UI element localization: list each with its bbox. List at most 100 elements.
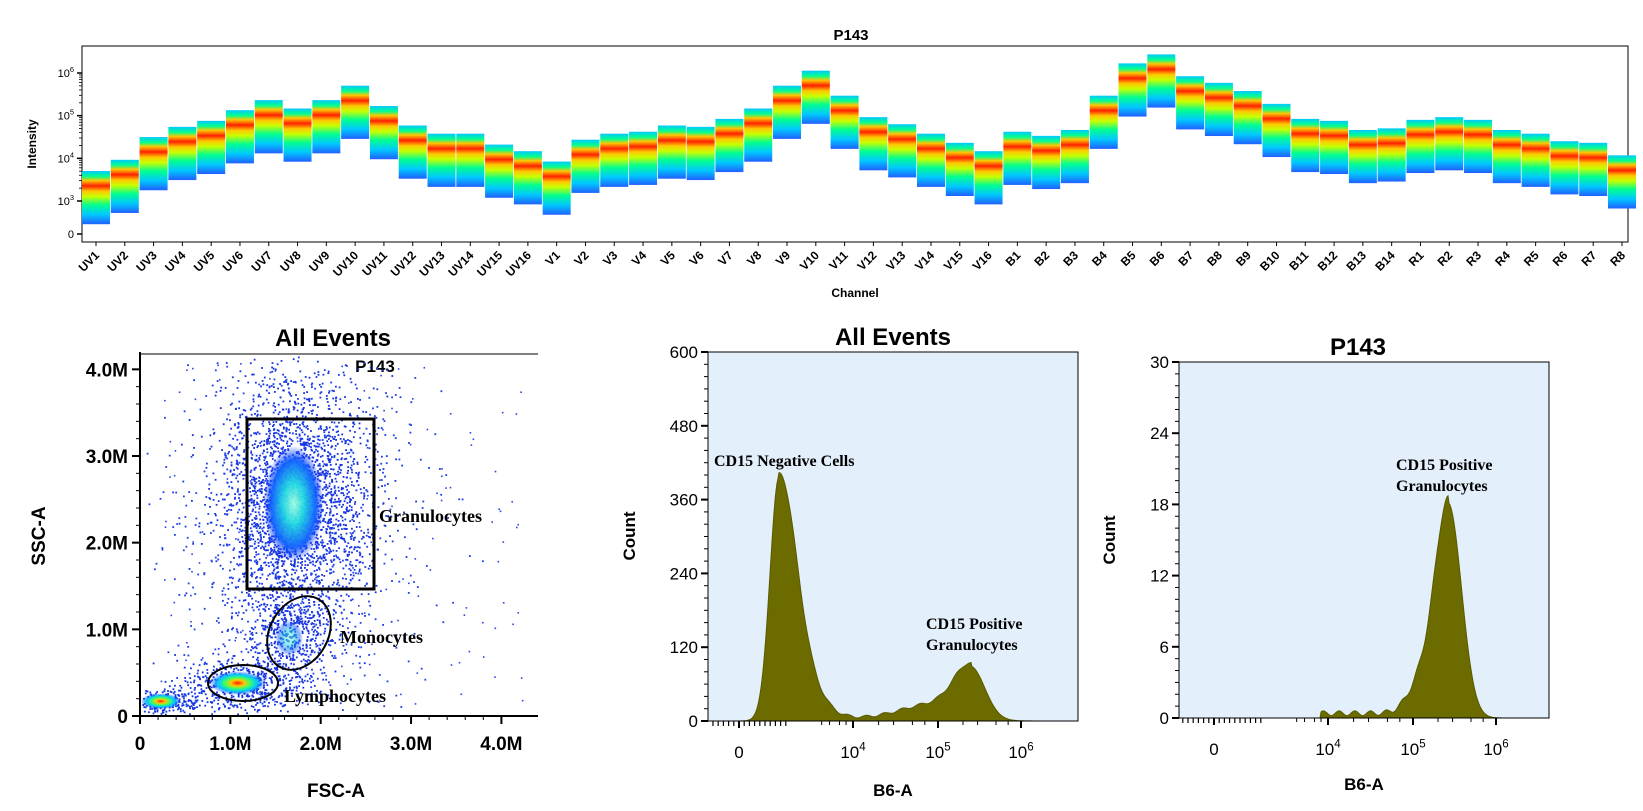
scatter-point — [328, 452, 331, 455]
scatter-point — [302, 686, 305, 689]
scatter-point — [349, 498, 351, 500]
scatter-point — [296, 617, 299, 620]
scatter-point — [259, 540, 262, 542]
scatter-point — [172, 526, 175, 528]
scatter-point — [307, 428, 309, 430]
scatter-point — [357, 484, 360, 486]
scatter-point — [219, 564, 222, 567]
scatter-point — [305, 626, 308, 629]
scatter-point — [270, 452, 272, 455]
scatter-point — [300, 379, 303, 382]
scatter-point — [215, 560, 218, 563]
scatter-point — [253, 502, 255, 504]
scatter-point — [218, 707, 221, 709]
scatter-point — [177, 708, 179, 711]
scatter-point — [226, 630, 229, 632]
scatter-point — [285, 435, 287, 438]
scatter-point — [363, 542, 366, 545]
scatter-point — [240, 521, 242, 524]
scatter-point — [325, 674, 327, 677]
scatter-point — [290, 582, 293, 585]
scatter-point — [303, 611, 305, 614]
scatter-point — [286, 610, 288, 612]
scatter-point — [257, 404, 260, 407]
scatter-point — [410, 401, 413, 404]
scatter-point — [292, 569, 295, 571]
scatter-point — [263, 561, 265, 564]
scatter-point — [353, 484, 355, 487]
scatter-point — [194, 398, 197, 401]
scatter-point — [227, 583, 230, 586]
scatter-point — [271, 455, 274, 457]
scatter-point — [248, 593, 250, 596]
scatter-point — [224, 593, 227, 596]
scatter-point — [318, 582, 321, 585]
scatter-point — [260, 444, 262, 447]
scatter-point — [264, 605, 267, 608]
scatter-point — [502, 541, 505, 543]
scatter-point — [290, 421, 293, 424]
scatter-point — [330, 561, 333, 563]
scatter-point — [502, 602, 505, 604]
spectrum-bar-UV7 — [254, 100, 283, 154]
scatter-point — [250, 705, 253, 708]
scatter-point — [288, 606, 290, 608]
scatter-point — [352, 571, 355, 574]
scatter-point — [272, 599, 275, 602]
scatter-point — [164, 416, 166, 419]
scatter-point — [191, 434, 194, 436]
scatter-point — [184, 594, 186, 597]
scatter-point — [253, 543, 256, 545]
scatter-point — [266, 461, 268, 463]
scatter-point — [343, 374, 346, 377]
spectrum-bar-B6 — [1147, 54, 1176, 108]
scatter-point — [322, 546, 325, 549]
scatter-point — [332, 563, 335, 566]
scatter-point — [233, 557, 235, 559]
scatter-point — [287, 582, 290, 584]
scatter-point — [209, 685, 211, 688]
scatter-point — [276, 552, 279, 555]
scatter-point — [303, 579, 306, 582]
scatter-point — [339, 702, 342, 705]
scatter-point — [291, 658, 294, 661]
scatter-point — [279, 576, 282, 578]
scatter-point — [276, 608, 278, 610]
scatter-point — [458, 498, 461, 501]
scatter-point — [263, 628, 265, 630]
scatter-point — [149, 691, 152, 694]
spectrum-bar-V5 — [657, 125, 686, 179]
scatter-point — [288, 597, 291, 600]
scatter-point — [251, 523, 253, 526]
scatter-point — [306, 425, 309, 427]
scatter-point — [245, 648, 248, 650]
scatter-point — [264, 455, 267, 458]
scatter-point — [342, 487, 345, 490]
scatter-point — [252, 405, 255, 408]
scatter-point — [349, 536, 352, 538]
scatter-point — [252, 535, 254, 537]
scatter-point — [408, 582, 410, 585]
scatter-point — [313, 550, 316, 553]
scatter-point — [381, 455, 383, 458]
scatter-point — [363, 487, 365, 489]
scatter-point — [256, 619, 259, 621]
scatter-point — [295, 430, 297, 432]
scatter-point — [278, 659, 281, 662]
scatter-point — [281, 693, 284, 696]
scatter-point — [323, 517, 325, 520]
scatter-point — [329, 520, 332, 523]
scatter-point — [217, 653, 220, 656]
scatter-point — [264, 693, 267, 696]
scatter-point — [309, 617, 312, 620]
scatter-point — [267, 401, 270, 404]
scatter-point — [378, 479, 381, 481]
spectrum-x-tick-label: B7 — [1175, 248, 1196, 269]
scatter-point — [275, 605, 278, 608]
scatter-point — [269, 593, 271, 596]
scatter-point — [349, 455, 352, 458]
scatter-point — [304, 660, 307, 662]
scatter-point — [339, 524, 342, 527]
scatter-point — [358, 570, 361, 573]
scatter-point — [293, 563, 296, 566]
